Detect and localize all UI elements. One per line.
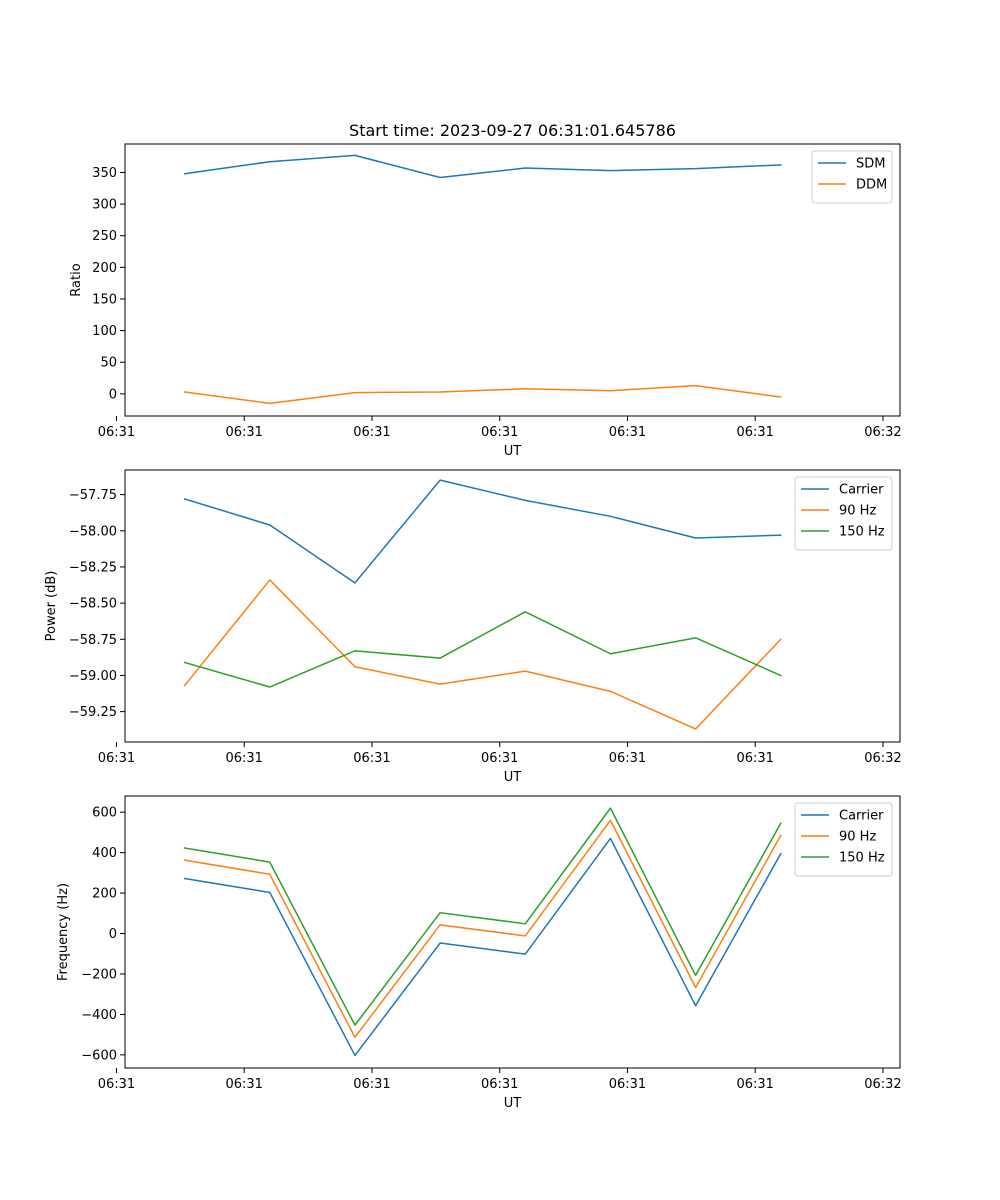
y-tick-label: −600 [81,1048,117,1063]
x-tick-label: 06:31 [225,425,262,440]
y-tick-label: 0 [109,927,117,942]
y-tick-label: 150 [92,292,117,307]
x-tick-label: 06:31 [736,1077,773,1092]
axes-frame [124,469,901,743]
legend-label: Carrier [839,483,884,498]
y-tick-label: −58.75 [69,633,117,648]
series-line-carrier [183,479,782,584]
y-tick-label: 0 [109,387,117,402]
y-tick-label: 600 [92,806,117,821]
panel-2: 06:31 06:31 06:31 06:31 06:31 06:31 06:32 −59.2… [44,469,902,785]
x-tick-label: 06:31 [609,751,646,766]
legend-frame [811,150,893,204]
x-tick-label: 06:31 [481,1077,518,1092]
x-tick-label: 06:31 [736,751,773,766]
series-line-carrier [183,837,782,1057]
y-tick-label: −200 [81,967,117,982]
series-line-150-hz [183,807,782,1026]
legend-label: SDM [856,157,885,172]
x-axis-label: UT [504,444,522,459]
y-tick-label: −58.00 [69,524,117,539]
x-tick-label: 06:31 [353,425,390,440]
x-axis-label: UT [504,1096,522,1111]
panel-3: 06:31 06:31 06:31 06:31 06:31 06:31 06:32 −600 −… [56,795,902,1111]
chart-title: Start time: 2023-09-27 06:31:01.645786 [349,121,676,140]
x-tick-label: 06:32 [864,1077,901,1092]
series-line-150-hz [183,611,782,688]
y-tick-label: 50 [100,356,117,371]
legend-label: 150 Hz [839,525,885,540]
legend-label: 90 Hz [839,830,876,845]
chart-panels: 06:31 06:31 06:31 06:31 06:31 06:31 06:32 0 50 10… [44,121,902,1111]
legend: Carrier 90 Hz 150 Hz [794,476,893,551]
y-tick-label: −57.75 [69,488,117,503]
axes-frame [124,143,901,417]
legend: SDM DDM [811,150,893,204]
y-tick-label: −58.50 [69,597,117,612]
axes-frame [124,795,901,1069]
x-tick-label: 06:32 [864,425,901,440]
series-line-ddm [183,384,782,405]
x-tick-label: 06:31 [609,425,646,440]
y-tick-label: 100 [92,324,117,339]
y-tick-label: 300 [92,198,117,213]
y-tick-label: 250 [92,229,117,244]
y-tick-label: 200 [92,887,117,902]
y-tick-label: −400 [81,1008,117,1023]
x-tick-label: 06:31 [353,751,390,766]
y-tick-label: 350 [92,166,117,181]
x-tick-label: 06:31 [98,425,135,440]
y-tick-label: 400 [92,846,117,861]
x-tick-label: 06:31 [609,1077,646,1092]
y-tick-label: 200 [92,261,117,276]
y-tick-label: −59.00 [69,669,117,684]
x-tick-label: 06:31 [98,1077,135,1092]
legend-label: 90 Hz [839,504,876,519]
x-tick-label: 06:31 [225,1077,262,1092]
x-tick-label: 06:31 [225,751,262,766]
y-tick-label: −59.25 [69,705,117,720]
x-axis-label: UT [504,770,522,785]
legend-label: 150 Hz [839,851,885,866]
y-axis-label: Power (dB) [44,571,59,642]
series-line-90-hz [183,579,782,730]
series-line-sdm [183,154,782,179]
legend: Carrier 90 Hz 150 Hz [794,802,893,877]
series-line-90-hz [183,819,782,1039]
panel-1: 06:31 06:31 06:31 06:31 06:31 06:31 06:32 0 50 10… [69,121,902,459]
y-axis-label: Frequency (Hz) [56,883,71,981]
x-tick-label: 06:31 [481,425,518,440]
x-tick-label: 06:31 [98,751,135,766]
x-tick-label: 06:31 [736,425,773,440]
legend-label: DDM [856,178,887,193]
x-tick-label: 06:31 [353,1077,390,1092]
y-axis-label: Ratio [69,263,84,296]
x-tick-label: 06:32 [864,751,901,766]
x-tick-label: 06:31 [481,751,518,766]
y-tick-label: −58.25 [69,560,117,575]
legend-label: Carrier [839,809,884,824]
